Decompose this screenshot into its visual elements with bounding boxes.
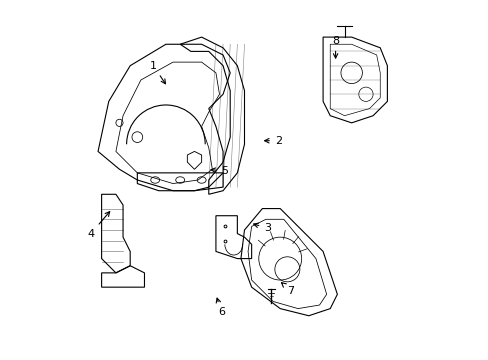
- Text: 5: 5: [210, 166, 228, 176]
- Text: 4: 4: [87, 212, 109, 239]
- Text: 3: 3: [253, 223, 271, 233]
- Text: 1: 1: [150, 61, 165, 84]
- Text: 2: 2: [264, 136, 282, 146]
- Text: 8: 8: [331, 36, 339, 58]
- Text: 7: 7: [281, 283, 294, 296]
- Polygon shape: [187, 152, 201, 169]
- Text: 6: 6: [216, 298, 224, 317]
